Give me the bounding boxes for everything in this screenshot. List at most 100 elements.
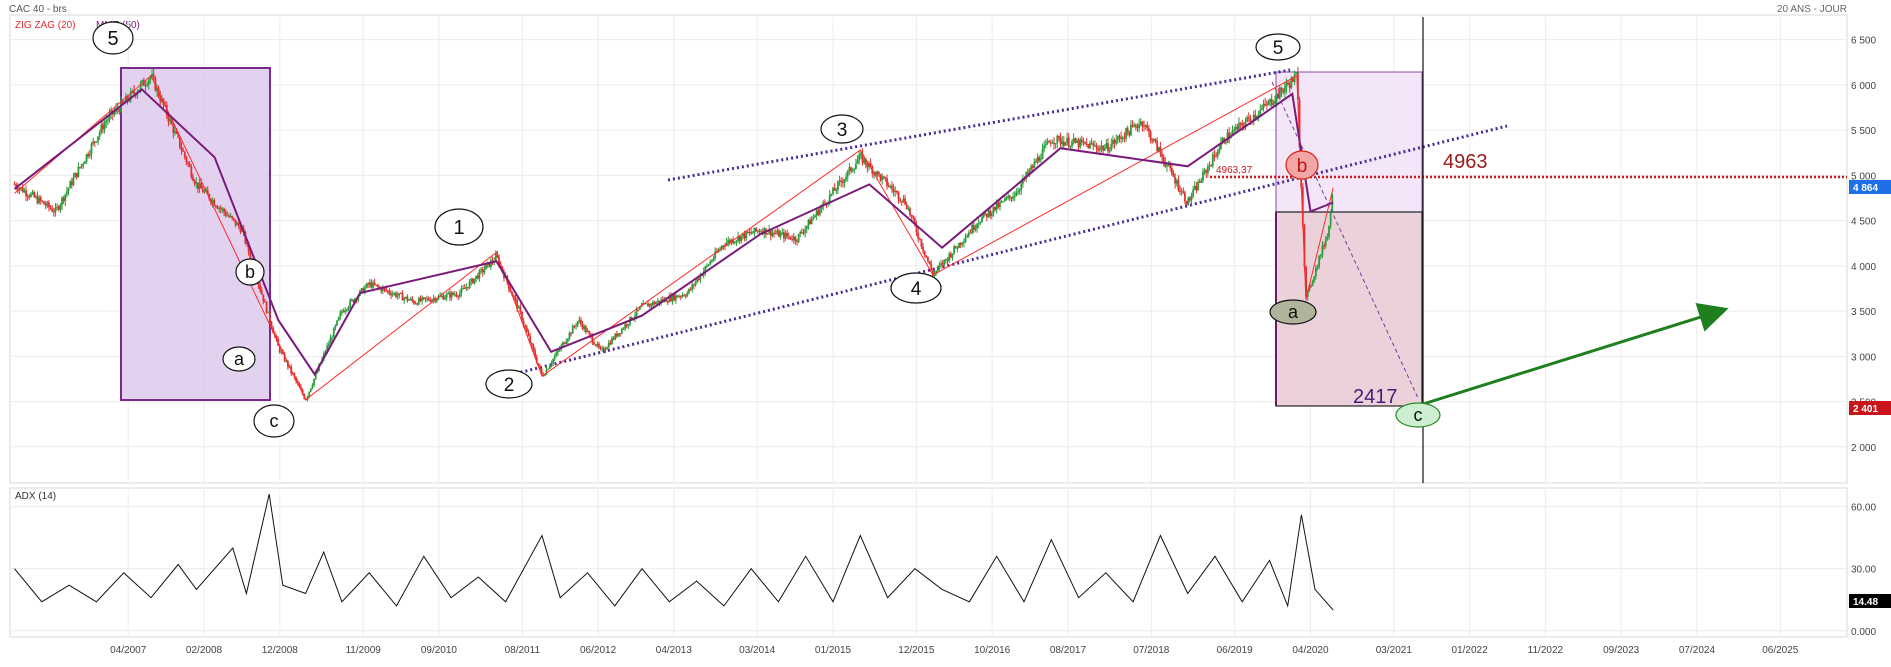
- svg-text:2: 2: [504, 375, 515, 396]
- candle-body: [280, 351, 283, 353]
- candle-body: [1180, 191, 1183, 193]
- candle-body: [128, 100, 131, 102]
- candle-body: [1193, 185, 1196, 190]
- candle-body: [1115, 140, 1118, 144]
- candle-body: [1108, 149, 1111, 152]
- candle-body: [732, 239, 735, 243]
- candle-body: [969, 232, 972, 234]
- candle-body: [845, 176, 848, 180]
- candle-body: [1305, 267, 1307, 297]
- candle-body: [1071, 141, 1073, 147]
- candle-body: [30, 193, 32, 197]
- candle-body: [337, 317, 340, 321]
- candle-body: [350, 299, 353, 301]
- candle-body: [391, 293, 394, 296]
- candle-body: [458, 293, 461, 297]
- candle-body: [445, 294, 448, 298]
- candle-body: [426, 298, 428, 300]
- candle-body: [797, 233, 800, 242]
- candle-body: [686, 293, 689, 297]
- candle-body: [855, 163, 857, 169]
- candle-body: [517, 306, 520, 309]
- candle-body: [93, 141, 96, 143]
- candle-body: [681, 295, 684, 297]
- candle-body: [640, 305, 643, 307]
- candle-body: [31, 192, 34, 194]
- channel-lower-line: [505, 124, 1508, 378]
- candle-body: [300, 386, 302, 390]
- candle-body: [666, 301, 669, 303]
- candle-body: [1315, 267, 1317, 277]
- candle-body: [1177, 180, 1180, 191]
- candle-body: [241, 228, 243, 233]
- candle-body: [1064, 142, 1067, 146]
- adx-tick-label: 60.00: [1851, 503, 1876, 514]
- candle-body: [894, 191, 897, 193]
- candle-body: [196, 182, 199, 189]
- candle-body: [370, 282, 373, 288]
- candle-body: [313, 378, 316, 385]
- candle-body: [79, 167, 81, 169]
- svg-text:1: 1: [453, 217, 464, 239]
- candle-body: [638, 306, 641, 310]
- candle-body: [1205, 170, 1208, 174]
- candle-body: [769, 229, 772, 236]
- candle-body: [689, 288, 692, 290]
- candle-body: [571, 326, 574, 334]
- candle-body: [344, 310, 347, 313]
- wave-label-3: 3: [820, 114, 864, 144]
- x-tick-label: 02/2008: [186, 645, 223, 656]
- candle-body: [349, 300, 352, 308]
- candle-body: [758, 230, 761, 232]
- candle-body: [126, 95, 129, 101]
- candle-body: [1262, 103, 1265, 108]
- candle-body: [54, 207, 57, 213]
- target-price-tag: [1849, 401, 1891, 415]
- candle-body: [1200, 180, 1203, 183]
- candle-body: [535, 357, 538, 364]
- candle-body: [21, 187, 24, 193]
- adx-value-tag-text: 14.48: [1853, 597, 1878, 608]
- candle-body: [103, 122, 106, 130]
- candle-body: [954, 246, 957, 249]
- candle-body: [897, 191, 900, 200]
- x-tick-label: 04/2007: [110, 645, 147, 656]
- candle-body: [589, 333, 592, 336]
- candle-body: [198, 183, 201, 189]
- svg-text:c: c: [1414, 405, 1423, 425]
- candle-body: [602, 348, 605, 351]
- candle-body: [915, 224, 918, 233]
- candle-body: [737, 236, 739, 241]
- candle-body: [912, 216, 915, 219]
- candle-body: [124, 95, 127, 103]
- candle-body: [1264, 103, 1267, 105]
- candle-body: [1292, 77, 1294, 82]
- candle-body: [547, 368, 550, 370]
- candle-body: [386, 290, 389, 292]
- candle-body: [1113, 140, 1116, 144]
- candle-body: [1166, 165, 1168, 167]
- candle-body: [231, 216, 234, 219]
- candle-body: [1107, 143, 1109, 152]
- candle-body: [144, 85, 147, 87]
- x-tick-label: 10/2016: [974, 645, 1011, 656]
- candle-body: [742, 233, 744, 237]
- candle-body: [598, 343, 600, 348]
- candle-body: [13, 184, 16, 186]
- candle-body: [920, 239, 923, 247]
- candle-body: [1013, 196, 1016, 198]
- x-tick-label: 12/2015: [898, 645, 935, 656]
- candle-body: [923, 250, 926, 256]
- candle-body: [833, 187, 836, 191]
- candle-body: [169, 118, 171, 122]
- candle-body: [909, 208, 911, 215]
- candle-body: [488, 262, 491, 267]
- candle-body: [1015, 192, 1018, 197]
- candle-body: [49, 207, 52, 209]
- candle-body: [656, 300, 659, 303]
- candle-body: [853, 168, 856, 171]
- x-tick-label: 03/2021: [1376, 645, 1413, 656]
- candle-body: [936, 266, 939, 271]
- candle-body: [985, 213, 988, 218]
- candle-body: [237, 223, 240, 227]
